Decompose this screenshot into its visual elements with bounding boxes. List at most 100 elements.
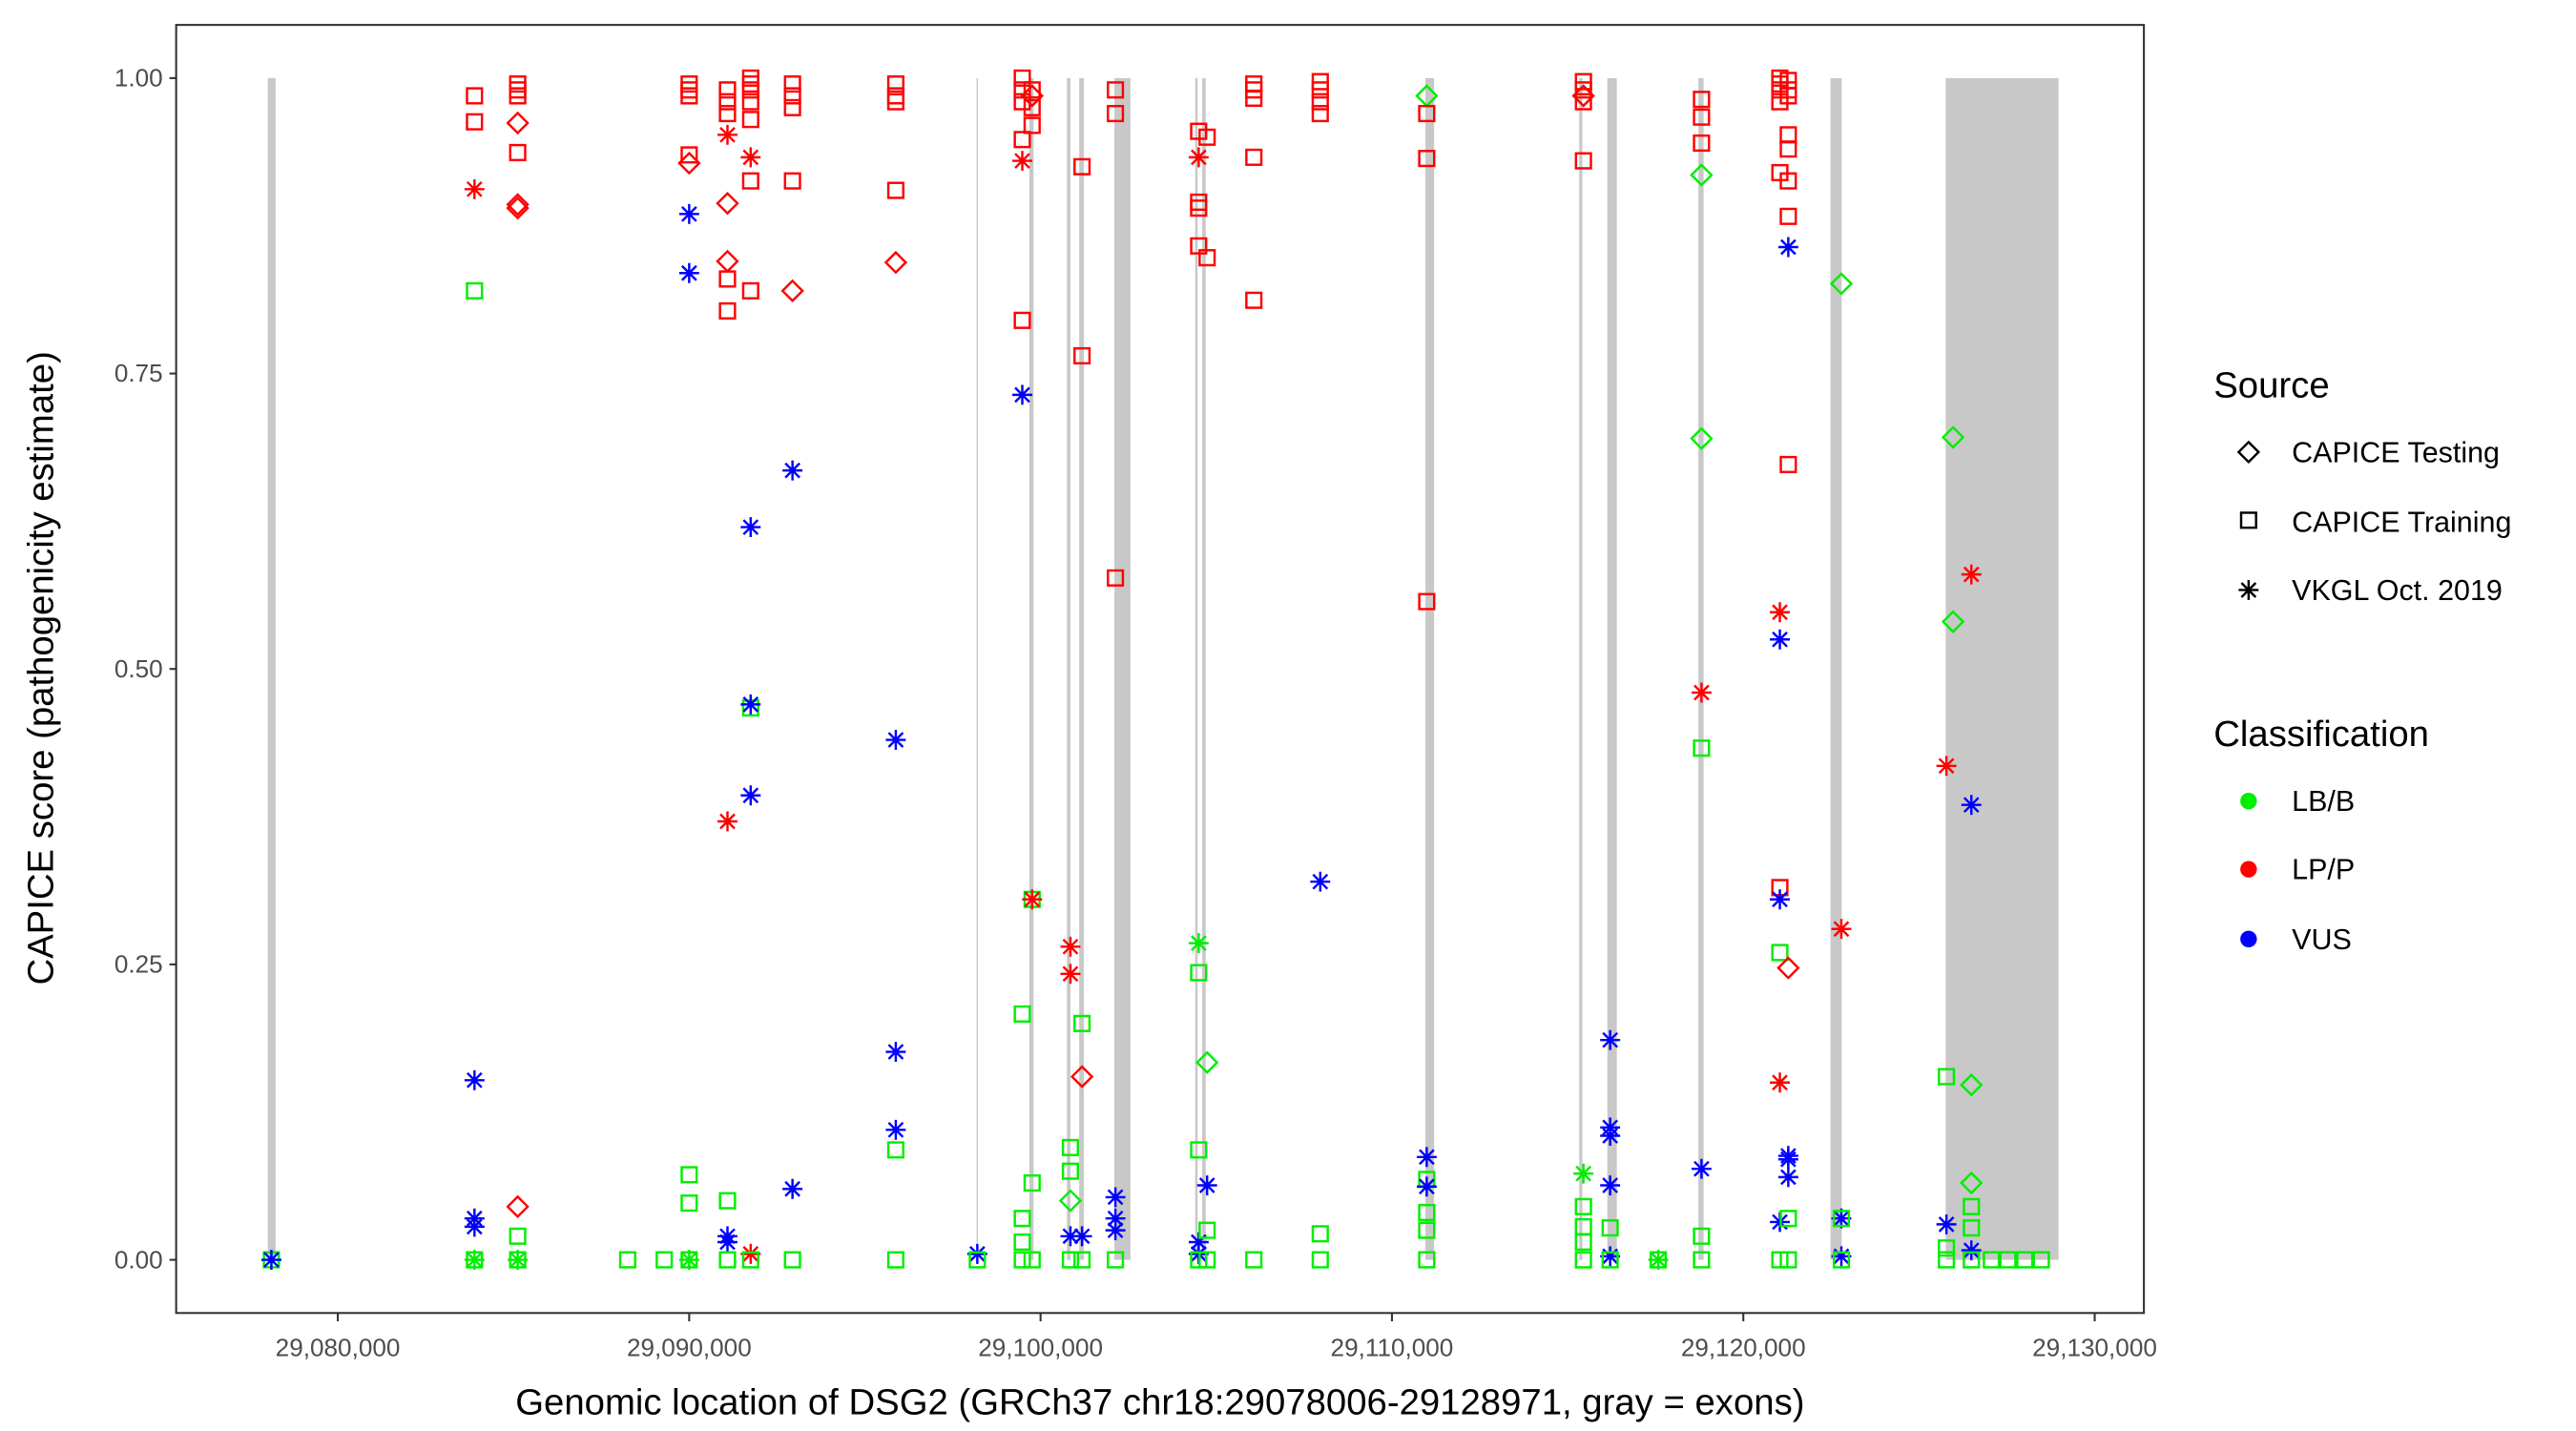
data-point: [1693, 108, 1711, 126]
data-point: [464, 178, 485, 199]
y-tick-label: 0.50: [114, 654, 163, 683]
x-tick-label: 29,120,000: [1681, 1334, 1806, 1362]
data-point: [1963, 1219, 1981, 1237]
exon-band: [1830, 77, 1842, 1260]
data-point: [509, 143, 527, 161]
data-point: [1779, 87, 1797, 105]
y-axis-title: CAPICE score (pathogenicity estimate): [21, 351, 62, 985]
data-point: [1022, 889, 1043, 910]
data-point: [1073, 346, 1091, 365]
data-point: [1245, 1251, 1263, 1269]
legend-class-label: LP/P: [2292, 854, 2355, 886]
data-point: [885, 730, 906, 750]
data-point: [1060, 964, 1081, 985]
y-tick-label: 1.00: [114, 64, 163, 93]
data-point: [1070, 1065, 1094, 1089]
data-point: [1418, 1221, 1436, 1239]
data-point: [1941, 425, 1965, 449]
data-point: [1693, 1227, 1711, 1245]
data-point: [1693, 1251, 1711, 1269]
data-point: [885, 1042, 906, 1063]
data-point: [1418, 1251, 1436, 1269]
data-point: [1023, 98, 1041, 116]
data-point: [1071, 1226, 1092, 1247]
data-point: [1105, 1220, 1126, 1241]
data-point: [2016, 1251, 2034, 1269]
data-point: [1188, 933, 1209, 954]
x-axis: 29,080,000 29,090,000 29,100,000 29,110,000…: [276, 1313, 2157, 1362]
y-tick-label: 0.00: [114, 1245, 163, 1274]
data-point: [680, 1194, 698, 1213]
data-point: [885, 1119, 906, 1140]
data-point: [1779, 172, 1797, 190]
data-point: [1961, 564, 1982, 585]
data-point: [1060, 1226, 1081, 1247]
data-point: [508, 1250, 529, 1271]
data-point: [1107, 569, 1125, 587]
data-point: [1023, 81, 1041, 99]
data-point: [966, 1243, 987, 1264]
data-point: [1648, 1250, 1669, 1271]
data-point: [506, 193, 530, 217]
data-point: [1600, 1246, 1621, 1267]
data-point: [678, 1250, 699, 1271]
data-point: [1012, 384, 1032, 405]
data-point: [1779, 1210, 1797, 1228]
data-point: [783, 75, 801, 93]
data-point: [1012, 151, 1032, 172]
data-point: [1058, 1189, 1083, 1213]
legend-class-key-icon: [2240, 861, 2257, 878]
data-point: [1073, 157, 1091, 176]
legend-source-key-icon: [2238, 580, 2259, 600]
data-point: [1311, 93, 1329, 111]
data-point: [740, 694, 761, 715]
y-axis: 0.00 0.25 0.50 0.75 1.00: [114, 64, 177, 1274]
data-point: [1960, 1171, 1984, 1195]
data-point: [741, 93, 759, 111]
legend-class-label: VUS: [2292, 923, 2352, 956]
data-point: [740, 785, 761, 806]
data-point: [782, 1178, 803, 1199]
data-point: [1073, 1251, 1091, 1269]
data-point: [678, 262, 699, 283]
data-point: [717, 124, 737, 145]
data-point: [718, 93, 737, 111]
data-point: [1938, 1251, 1956, 1269]
data-point: [1770, 602, 1790, 623]
exon-band: [1945, 77, 2059, 1260]
data-point: [1418, 104, 1436, 123]
data-point: [717, 811, 737, 832]
data-point: [1188, 1232, 1209, 1253]
x-tick-label: 29,080,000: [276, 1334, 401, 1362]
data-point: [680, 1166, 698, 1184]
legend-class-key-icon: [2240, 930, 2257, 948]
y-tick-label: 0.75: [114, 359, 163, 387]
y-tick-label: 0.25: [114, 950, 163, 979]
data-point: [1418, 592, 1436, 611]
data-point: [1190, 199, 1208, 218]
data-point: [1574, 1251, 1592, 1269]
data-point: [883, 250, 908, 275]
data-point: [1832, 1210, 1851, 1228]
data-point: [1693, 739, 1711, 757]
data-point: [1073, 1014, 1091, 1032]
data-point: [718, 1251, 737, 1269]
exon-band: [1607, 77, 1617, 1260]
data-point: [1574, 1233, 1592, 1252]
exon-band: [1698, 77, 1704, 1260]
data-point: [1023, 116, 1041, 135]
data-point: [1023, 1251, 1041, 1269]
exon-band: [1028, 77, 1034, 1260]
data-point: [1245, 89, 1263, 107]
data-point: [1023, 1173, 1041, 1192]
data-point: [1941, 610, 1965, 633]
data-point: [1770, 629, 1790, 650]
data-point: [509, 1227, 527, 1245]
data-point: [1831, 919, 1852, 940]
data-point: [1601, 1251, 1619, 1269]
data-point: [741, 172, 759, 190]
data-point: [1418, 150, 1436, 168]
data-point: [741, 111, 759, 129]
data-point: [1693, 91, 1711, 109]
